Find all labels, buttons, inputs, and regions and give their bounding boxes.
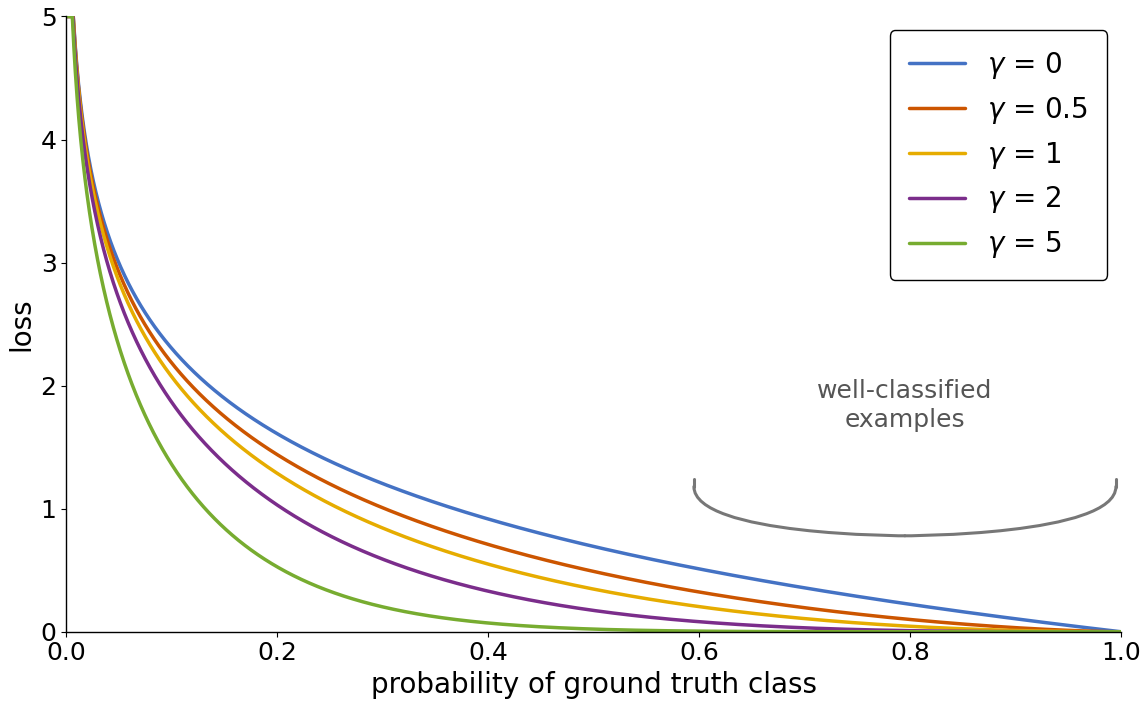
$\gamma$ = 1 — [60, 12, 73, 20]
$\gamma$ = 1 — [1115, 628, 1128, 636]
$\gamma$ = 1 — [179, 391, 193, 400]
$\gamma$ = 5 — [60, 12, 73, 20]
$\gamma$ = 0.5 — [179, 376, 193, 385]
$\gamma$ = 0 — [1094, 625, 1108, 633]
$\gamma$ = 0.5 — [1115, 628, 1128, 636]
Line: $\gamma$ = 1: $\gamma$ = 1 — [67, 16, 1122, 632]
$\gamma$ = 2 — [242, 480, 256, 489]
$\gamma$ = 0 — [980, 611, 994, 619]
$\gamma$ = 2 — [1115, 628, 1128, 636]
$\gamma$ = 0 — [464, 510, 478, 518]
$\gamma$ = 0 — [60, 12, 73, 20]
Line: $\gamma$ = 2: $\gamma$ = 2 — [67, 16, 1122, 632]
Legend: $\gamma$ = 0, $\gamma$ = 0.5, $\gamma$ = 1, $\gamma$ = 2, $\gamma$ = 5: $\gamma$ = 0, $\gamma$ = 0.5, $\gamma$ =… — [890, 30, 1108, 280]
$\gamma$ = 0.5 — [1094, 627, 1108, 635]
Text: well-classified
examples: well-classified examples — [817, 378, 993, 432]
$\gamma$ = 0 — [1115, 628, 1128, 636]
$\gamma$ = 1 — [242, 449, 256, 457]
$\gamma$ = 5 — [510, 621, 523, 630]
$\gamma$ = 1 — [980, 626, 994, 634]
$\gamma$ = 5 — [464, 617, 478, 626]
$\gamma$ = 0.5 — [464, 535, 478, 544]
$\gamma$ = 1 — [510, 568, 523, 576]
Y-axis label: loss: loss — [7, 297, 34, 351]
$\gamma$ = 0 — [179, 360, 193, 369]
$\gamma$ = 2 — [980, 627, 994, 635]
$\gamma$ = 0.5 — [980, 621, 994, 630]
$\gamma$ = 5 — [242, 544, 256, 553]
$\gamma$ = 0.5 — [510, 549, 523, 557]
$\gamma$ = 0 — [510, 522, 523, 531]
$\gamma$ = 0.5 — [60, 12, 73, 20]
$\gamma$ = 2 — [1094, 628, 1108, 636]
$\gamma$ = 2 — [179, 418, 193, 426]
$\gamma$ = 5 — [1094, 628, 1108, 636]
$\gamma$ = 1 — [1094, 628, 1108, 636]
$\gamma$ = 0.5 — [242, 431, 256, 440]
$\gamma$ = 2 — [60, 12, 73, 20]
$\gamma$ = 2 — [510, 593, 523, 602]
$\gamma$ = 0 — [242, 412, 256, 420]
Line: $\gamma$ = 0.5: $\gamma$ = 0.5 — [67, 16, 1122, 632]
Line: $\gamma$ = 5: $\gamma$ = 5 — [67, 16, 1122, 632]
$\gamma$ = 5 — [179, 481, 193, 490]
$\gamma$ = 2 — [464, 582, 478, 591]
$\gamma$ = 5 — [1115, 628, 1128, 636]
Line: $\gamma$ = 0: $\gamma$ = 0 — [67, 16, 1122, 632]
X-axis label: probability of ground truth class: probability of ground truth class — [371, 671, 816, 699]
$\gamma$ = 1 — [464, 555, 478, 563]
$\gamma$ = 5 — [980, 628, 994, 636]
